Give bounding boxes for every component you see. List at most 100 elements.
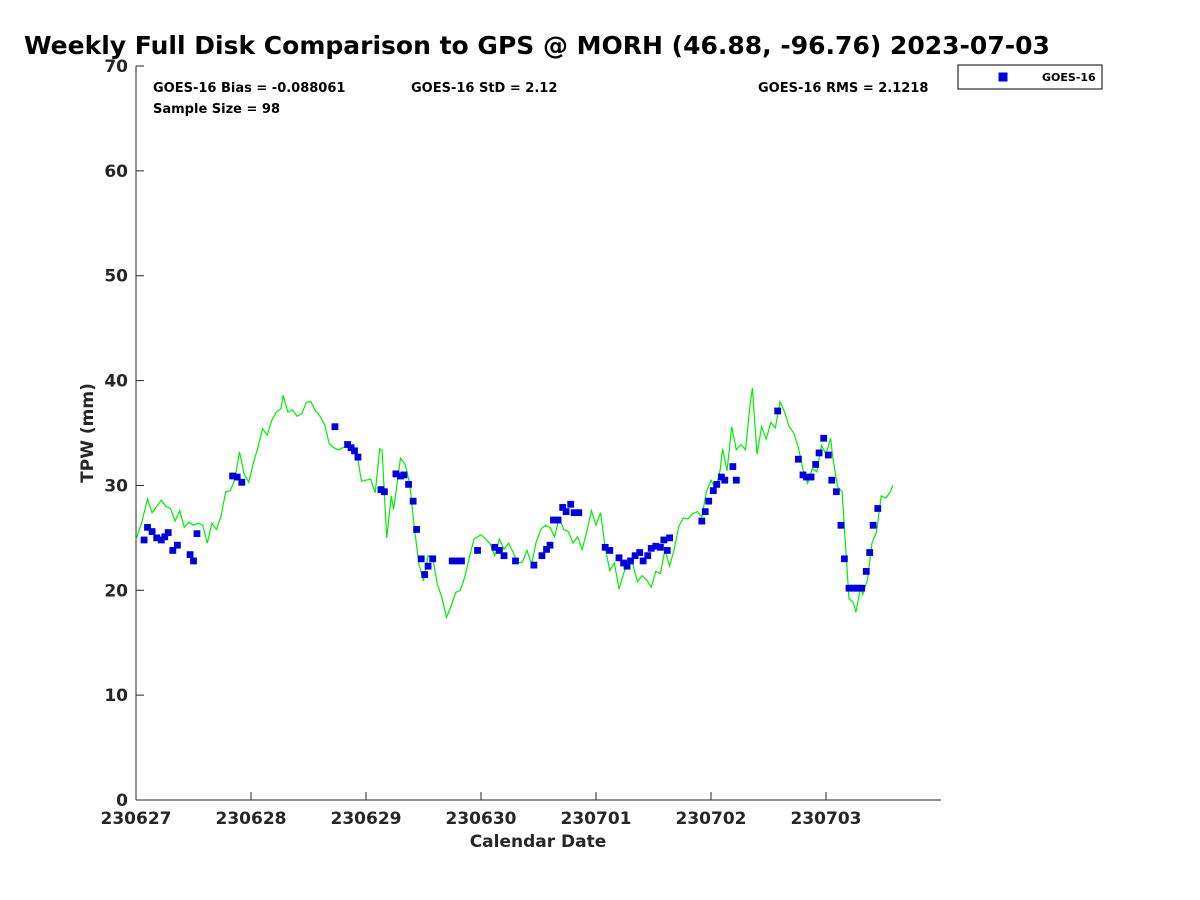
goes16-point [828,476,836,484]
stats-annotations: GOES-16 Bias = -0.088061 GOES-16 StD = 2… [153,81,928,117]
goes16-point [869,521,877,529]
goes16-point [832,488,840,496]
goes16-point [351,447,358,455]
goes16-point [812,461,820,468]
goes16-point [474,547,481,554]
goes16-point [815,449,823,457]
gps-line [135,387,894,620]
bias-stat: GOES-16 Bias = -0.088061 [153,81,345,96]
goes16-point [663,547,671,554]
y-axis: 0 10 20 30 40 50 60 70 [104,57,144,811]
goes16-point [405,480,412,488]
x-tick-label: 230630 [446,809,517,829]
goes16-point [729,463,737,470]
chart-title: Weekly Full Disk Comparison to GPS @ MOR… [24,31,1050,60]
goes16-point [858,584,866,592]
y-axis-label: TPW (mm) [78,383,98,483]
goes16-point [866,549,874,556]
goes16-point [421,571,429,578]
goes16-point [164,529,172,537]
x-axis-label: Calendar Date [470,832,607,852]
y-tick-label: 40 [104,372,128,392]
x-tick-label: 230628 [216,809,287,829]
goes16-point [400,471,408,479]
series-layer [135,387,894,620]
goes16-point [424,562,432,570]
y-tick-label: 60 [104,162,128,182]
legend: GOES-16 [957,64,1103,90]
goes16-point [562,508,570,516]
y-tick-label: 20 [104,581,128,601]
goes16-point [354,453,362,461]
goes16-point [233,473,241,481]
goes16-point [795,455,802,463]
goes16-point [636,549,644,556]
goes16-point [639,557,647,565]
goes16-point [417,555,425,563]
x-axis: 230627 230628 230629 230630 230701 230702 2307… [101,792,862,829]
y-tick-label: 30 [104,476,128,496]
goes16-point [820,434,828,442]
y-tick-label: 0 [116,791,128,811]
goes16-point [774,407,782,415]
goes16-point [732,476,740,484]
goes16-point [409,497,417,505]
goes16-point [721,476,729,484]
x-tick-label: 230701 [561,809,632,829]
legend-label: GOES-16 [1042,71,1096,84]
sample-size-stat: Sample Size = 98 [153,102,280,117]
goes16-point [627,557,634,565]
goes16-point [543,545,550,553]
goes16-point [559,504,567,511]
std-stat: GOES-16 StD = 2.12 [411,81,557,96]
goes16-point [824,451,832,459]
x-tick-label: 230627 [101,809,172,829]
legend-box [957,64,1103,90]
goes16-point [713,480,721,488]
goes16-point [190,557,197,565]
x-tick-label: 230703 [791,809,862,829]
goes16-point [837,521,845,529]
goes16-point [874,505,882,512]
goes16-point [606,547,614,554]
goes16-point [623,562,631,570]
goes16-point [546,541,554,549]
goes16-point [495,547,503,554]
goes16-point [644,552,652,560]
goes16-point [144,523,151,531]
goes16-point [554,516,562,524]
goes16-point [161,533,169,541]
x-tick-label: 230702 [676,809,747,829]
goes16-point [615,554,623,562]
goes16-point [500,552,508,560]
goes16-point [701,508,709,516]
y-tick-label: 50 [104,267,128,287]
goes16-point [173,541,181,549]
goes16-point [530,561,538,569]
goes16-point [538,552,546,560]
goes16-point [458,557,465,565]
goes16-point [660,536,668,544]
goes16-point [238,478,246,486]
goes16-point [429,555,437,563]
goes16-point [705,497,713,505]
goes16-point [807,473,815,481]
goes16-point [140,536,148,544]
goes16-point [380,488,388,496]
y-tick-label: 70 [104,57,128,77]
goes16-point [567,500,575,508]
x-tick-label: 230629 [331,809,402,829]
legend-marker-square [998,72,1008,82]
rms-stat: GOES-16 RMS = 2.1218 [758,81,928,96]
goes16-point [698,517,706,525]
goes16-point [413,526,421,533]
goes16-point [331,423,339,431]
goes16-point [841,555,848,563]
goes16-point [575,509,583,517]
goes16-point [709,487,717,495]
goes16-point [512,557,519,565]
goes16-point [862,568,870,575]
goes16-point [666,534,673,542]
goes16-point [657,543,664,551]
